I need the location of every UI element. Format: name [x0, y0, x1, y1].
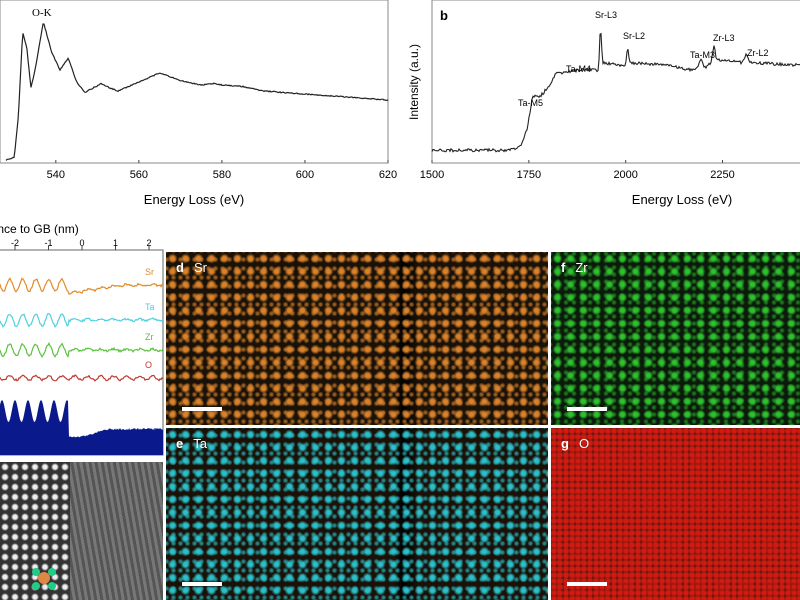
- haadf-lattice: [0, 462, 70, 600]
- annotation-zr-l2: Zr-L2: [747, 48, 769, 58]
- map-letter: d: [176, 260, 184, 275]
- panel-c-xlabel: Distance to GB (nm): [0, 222, 79, 236]
- x-tick-label: 620: [379, 169, 397, 181]
- x-tick-label: 1500: [420, 169, 444, 181]
- x-tick-label: 2000: [613, 169, 637, 181]
- map-sr: d Sr: [166, 252, 548, 425]
- scale-bar: [567, 407, 607, 411]
- series-label-sr: Sr: [145, 267, 154, 277]
- series-line-o: [0, 375, 163, 381]
- series-label-haadf: HAADF: [128, 427, 159, 437]
- panel-b-ylabel: Intensity (a.u.): [407, 44, 421, 120]
- x-tick-label: 2250: [710, 169, 734, 181]
- map-letter: f: [561, 260, 565, 275]
- panel-b-eels-edges: b 1500 1750 2000 2250 Intensity (a.u.) Ener…: [407, 0, 800, 207]
- haadf-gb-region: [70, 462, 163, 600]
- x-tick-label: 1: [113, 238, 118, 248]
- x-tick-label: 0: [79, 238, 84, 248]
- annotation-zr-l3: Zr-L3: [713, 33, 735, 43]
- annotation-o-k: O-K: [32, 7, 52, 19]
- x-tick-label: 600: [296, 169, 314, 181]
- panel-a-eels-o-k: 540 560 580 600 620 O-K Energy Loss (eV): [0, 0, 397, 207]
- scale-bar: [182, 582, 222, 586]
- series-label-o: O: [145, 360, 152, 370]
- map-element: Ta: [193, 436, 207, 451]
- x-tick-label: 580: [213, 169, 231, 181]
- panel-b-frame: [432, 0, 800, 163]
- map-element: Sr: [194, 260, 207, 275]
- annotation-ta-m5: Ta-M5: [518, 98, 543, 108]
- scale-bar: [567, 582, 607, 586]
- map-o: gO: [551, 428, 800, 600]
- scale-bar: [182, 407, 222, 411]
- map-zr: f Zr: [551, 252, 800, 425]
- map-ta: e Ta: [166, 428, 548, 600]
- map-letter: g: [561, 436, 569, 451]
- map-element: O: [579, 436, 589, 451]
- panel-b-letter: b: [440, 8, 448, 23]
- panel-a-spectrum-line: [6, 24, 388, 160]
- series-line-ta: [0, 314, 163, 327]
- panel-c-line-profiles: Distance to GB (nm) -2 -1 0 1 2 Sr Ta Zr O HAADF: [0, 222, 163, 455]
- series-label-zr: Zr: [145, 332, 154, 342]
- map-element: Zr: [575, 260, 587, 275]
- panel-b-xlabel: Energy Loss (eV): [632, 192, 732, 207]
- panel-a-xlabel: Energy Loss (eV): [144, 192, 244, 207]
- annotation-ta-m4: Ta-M4: [566, 64, 591, 74]
- series-line-sr: [0, 278, 163, 294]
- series-label-ta: Ta: [145, 302, 155, 312]
- annotation-sr-l2: Sr-L2: [623, 31, 645, 41]
- panel-b-spectrum-line: [432, 34, 800, 152]
- x-tick-label: 560: [130, 169, 148, 181]
- series-line-zr: [0, 343, 163, 356]
- annotation-ta-m3: Ta-M3: [690, 50, 715, 60]
- map-letter: e: [176, 436, 183, 451]
- x-tick-label: -2: [11, 238, 19, 248]
- panel-a-frame: [0, 0, 388, 163]
- x-tick-label: -1: [44, 238, 52, 248]
- x-tick-label: 540: [47, 169, 65, 181]
- x-tick-label: 2: [146, 238, 151, 248]
- haadf-image: [0, 462, 163, 600]
- annotation-sr-l3: Sr-L3: [595, 10, 617, 20]
- x-tick-label: 1750: [517, 169, 541, 181]
- atom-model-overlay: [38, 572, 50, 584]
